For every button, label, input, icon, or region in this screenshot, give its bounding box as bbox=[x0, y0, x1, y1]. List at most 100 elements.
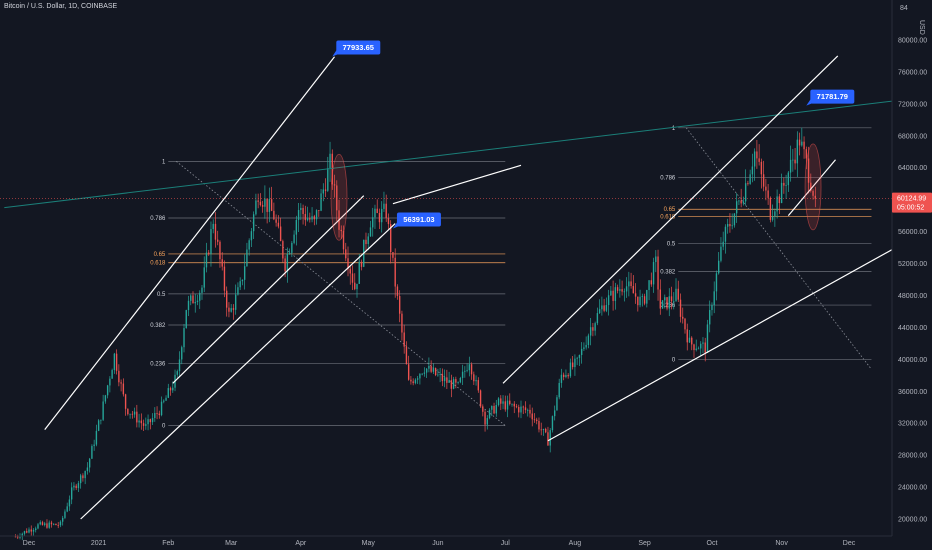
candle-body bbox=[677, 288, 679, 300]
time-tick-label: Apr bbox=[295, 540, 307, 547]
candle bbox=[713, 281, 715, 314]
price-tick-label: 48000.00 bbox=[898, 293, 927, 300]
candle bbox=[598, 299, 601, 315]
time-axis[interactable]: Dec 2021 Feb Mar Apr May Jun Jul Aug Sep Oct Nov Dec bbox=[0, 535, 892, 547]
callout-box bbox=[810, 89, 855, 104]
candle bbox=[432, 363, 435, 374]
candle-body bbox=[250, 231, 253, 241]
candle-body bbox=[646, 289, 648, 304]
candle-body bbox=[468, 364, 471, 371]
channel-2-bottom-line[interactable] bbox=[547, 243, 904, 442]
candle-body bbox=[632, 286, 635, 294]
candle bbox=[571, 355, 574, 370]
callout-value: 77933.65 bbox=[343, 43, 374, 52]
candle bbox=[333, 174, 336, 198]
candle bbox=[277, 215, 280, 229]
candle-body bbox=[513, 403, 515, 407]
candle bbox=[594, 321, 596, 336]
fib-retracement-1[interactable]: 1 0.786 0.65 0.618 0.5 0.382 0.236 0 bbox=[150, 159, 506, 430]
candle-body bbox=[623, 291, 626, 293]
trendlines[interactable] bbox=[4, 55, 904, 520]
candle bbox=[88, 457, 91, 473]
candle-body bbox=[648, 280, 650, 290]
candle-body bbox=[796, 139, 799, 164]
candle-body bbox=[742, 201, 745, 204]
price-callout[interactable]: 77933.65 bbox=[332, 40, 381, 57]
candle bbox=[383, 191, 385, 212]
candle-body bbox=[178, 359, 181, 372]
candle-body bbox=[336, 185, 338, 211]
candle-body bbox=[73, 485, 75, 488]
candle bbox=[23, 530, 26, 536]
candle bbox=[208, 249, 210, 256]
candle bbox=[95, 424, 98, 447]
price-axis[interactable]: 20000.00 24000.00 28000.00 32000.00 36000.00… bbox=[891, 0, 932, 550]
candle-body bbox=[709, 310, 711, 325]
candle-body bbox=[778, 196, 781, 204]
candle-body bbox=[102, 401, 104, 420]
candle-body bbox=[688, 337, 691, 343]
candle-body bbox=[511, 403, 513, 405]
price-tick-label: 44000.00 bbox=[898, 325, 927, 332]
resistance-line[interactable] bbox=[4, 99, 903, 209]
candle-body bbox=[23, 531, 26, 534]
candle bbox=[556, 394, 558, 411]
candle-body bbox=[412, 381, 414, 384]
channel-1-upper-mid-line[interactable] bbox=[392, 164, 522, 205]
candle-body bbox=[625, 286, 628, 292]
candle bbox=[789, 145, 792, 182]
channel-1-bottom-line[interactable] bbox=[80, 223, 396, 520]
candle-body bbox=[142, 423, 145, 426]
candle bbox=[491, 405, 493, 417]
candle bbox=[549, 428, 551, 453]
candle-body bbox=[394, 257, 396, 287]
candle-body bbox=[331, 153, 333, 185]
candle-body bbox=[284, 258, 286, 272]
candle bbox=[401, 310, 403, 341]
candle bbox=[398, 290, 401, 323]
candle-body bbox=[720, 246, 722, 261]
candle-body bbox=[540, 429, 542, 431]
candle-body bbox=[349, 268, 351, 274]
candle-body bbox=[812, 190, 814, 196]
fib-retracement-2[interactable]: 1 0.786 0.650.618 0.5 0.382 0.236 0 bbox=[660, 126, 872, 370]
candle-body bbox=[232, 308, 235, 310]
candle bbox=[109, 376, 111, 393]
candle-body bbox=[464, 370, 466, 372]
candle bbox=[486, 415, 488, 430]
bar-countdown: 05:00:52 bbox=[897, 205, 924, 212]
fib-level-label: 0 bbox=[162, 424, 166, 430]
channel-1-mid-line[interactable] bbox=[172, 195, 365, 384]
candle-body bbox=[26, 531, 28, 533]
candle bbox=[511, 403, 513, 407]
channel-2-mid-line[interactable] bbox=[787, 159, 836, 217]
candle bbox=[55, 523, 57, 526]
candle bbox=[261, 200, 264, 213]
time-tick-label: Nov bbox=[775, 540, 788, 547]
candle bbox=[300, 203, 302, 220]
candle-body bbox=[810, 182, 812, 191]
callout-pointer bbox=[332, 50, 343, 57]
channel-2-top-line[interactable] bbox=[502, 55, 839, 384]
candle-body bbox=[255, 200, 257, 215]
candle-body bbox=[452, 379, 455, 389]
channel-1-top-line[interactable] bbox=[44, 56, 336, 430]
candle-body bbox=[257, 200, 259, 202]
candle-body bbox=[322, 189, 324, 194]
price-callout[interactable]: 56391.03 bbox=[392, 212, 441, 229]
candle bbox=[461, 364, 464, 385]
candle-body bbox=[304, 214, 307, 221]
candle bbox=[747, 180, 749, 186]
candle-body bbox=[423, 372, 426, 374]
candle bbox=[504, 395, 506, 412]
price-callout[interactable]: 71781.79 bbox=[806, 89, 855, 106]
candle-body bbox=[275, 219, 277, 223]
candle-body bbox=[30, 529, 32, 532]
candle-body bbox=[385, 203, 387, 218]
candle bbox=[670, 286, 673, 310]
candle-body bbox=[670, 296, 673, 302]
candle bbox=[621, 280, 623, 296]
candle-body bbox=[313, 216, 316, 220]
